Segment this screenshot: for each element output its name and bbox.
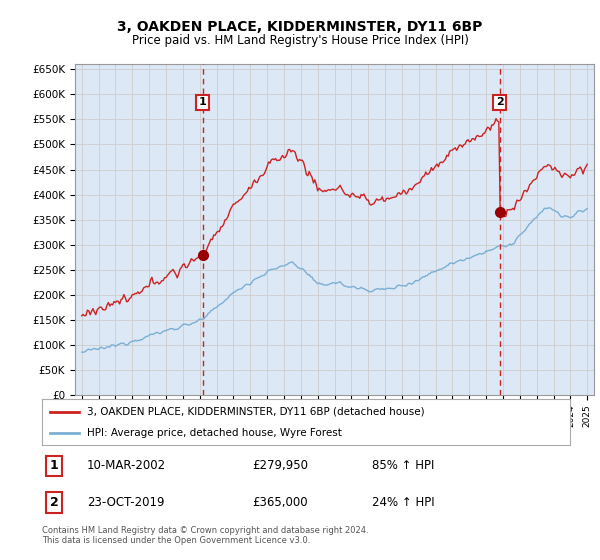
Text: 3, OAKDEN PLACE, KIDDERMINSTER, DY11 6BP: 3, OAKDEN PLACE, KIDDERMINSTER, DY11 6BP bbox=[118, 20, 482, 34]
Text: 85% ↑ HPI: 85% ↑ HPI bbox=[372, 459, 434, 473]
Text: 1: 1 bbox=[199, 97, 206, 108]
Text: 10-MAR-2002: 10-MAR-2002 bbox=[87, 459, 166, 473]
Text: Price paid vs. HM Land Registry's House Price Index (HPI): Price paid vs. HM Land Registry's House … bbox=[131, 34, 469, 46]
Text: 3, OAKDEN PLACE, KIDDERMINSTER, DY11 6BP (detached house): 3, OAKDEN PLACE, KIDDERMINSTER, DY11 6BP… bbox=[87, 407, 425, 417]
Text: This data is licensed under the Open Government Licence v3.0.: This data is licensed under the Open Gov… bbox=[42, 536, 310, 545]
Text: HPI: Average price, detached house, Wyre Forest: HPI: Average price, detached house, Wyre… bbox=[87, 428, 342, 438]
Text: 2: 2 bbox=[496, 97, 503, 108]
Text: 23-OCT-2019: 23-OCT-2019 bbox=[87, 496, 164, 509]
Text: Contains HM Land Registry data © Crown copyright and database right 2024.: Contains HM Land Registry data © Crown c… bbox=[42, 526, 368, 535]
Text: 24% ↑ HPI: 24% ↑ HPI bbox=[372, 496, 434, 509]
Text: £365,000: £365,000 bbox=[252, 496, 308, 509]
Text: £279,950: £279,950 bbox=[252, 459, 308, 473]
Text: 2: 2 bbox=[50, 496, 58, 509]
Text: 1: 1 bbox=[50, 459, 58, 473]
